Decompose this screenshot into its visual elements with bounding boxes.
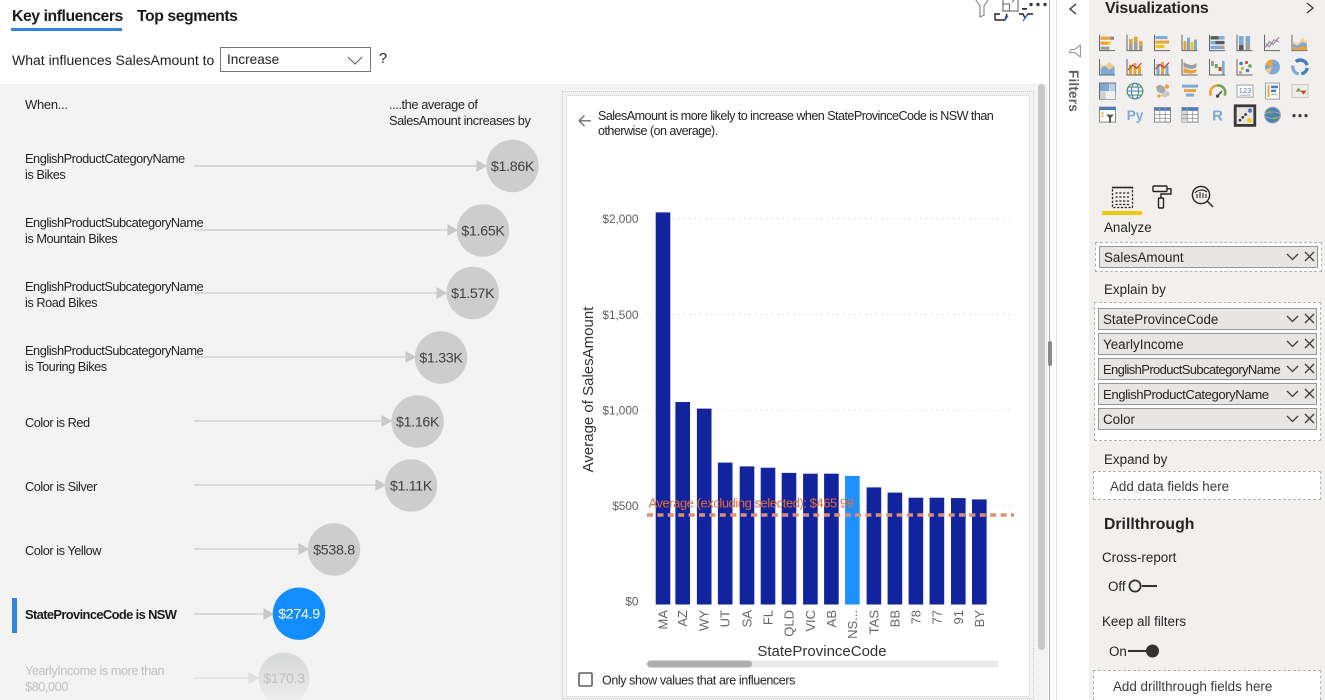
svg-text:UT: UT xyxy=(718,610,733,627)
svg-text:R: R xyxy=(1212,108,1223,125)
svg-text:Only show values that are infl: Only show values that are influencers xyxy=(602,674,795,688)
svg-text:QLD: QLD xyxy=(782,610,797,637)
svg-text:FL: FL xyxy=(761,610,776,625)
svg-text:$0: $0 xyxy=(625,595,639,609)
svg-text:NS...: NS... xyxy=(845,610,860,639)
svg-text:WY: WY xyxy=(697,610,712,631)
svg-text:TAS: TAS xyxy=(866,610,881,635)
svg-text:BY: BY xyxy=(972,610,987,628)
svg-text:VIC: VIC xyxy=(803,610,818,632)
svg-text:$2,000: $2,000 xyxy=(602,212,639,226)
svg-text:MA: MA xyxy=(656,610,671,630)
svg-text:$500: $500 xyxy=(612,499,639,513)
svg-text:$1,000: $1,000 xyxy=(602,403,639,417)
svg-text:$1.16K: $1.16K xyxy=(396,415,440,431)
svg-text:AB: AB xyxy=(824,610,839,627)
svg-text:Py: Py xyxy=(1127,108,1144,123)
svg-text:SA: SA xyxy=(740,610,755,628)
svg-text:$1,500: $1,500 xyxy=(602,308,639,322)
svg-text:StateProvinceCode: StateProvinceCode xyxy=(757,643,886,660)
svg-text:Average of SalesAmount: Average of SalesAmount xyxy=(580,306,597,472)
svg-text:$538.8: $538.8 xyxy=(313,543,355,559)
svg-text:$1.11K: $1.11K xyxy=(390,479,433,495)
svg-text:Average (excluding selected):: Average (excluding selected): $465.99 xyxy=(649,496,854,511)
svg-text:$274.9: $274.9 xyxy=(278,607,320,623)
svg-text:$170.3: $170.3 xyxy=(263,671,305,687)
svg-text:123: 123 xyxy=(1239,86,1252,95)
svg-text:AZ: AZ xyxy=(675,610,690,627)
svg-text:BB: BB xyxy=(887,610,902,627)
svg-text:78: 78 xyxy=(908,610,923,624)
svg-text:91: 91 xyxy=(951,610,966,624)
svg-text:$1.65K: $1.65K xyxy=(461,224,505,240)
svg-text:$1.57K: $1.57K xyxy=(451,286,495,302)
svg-text:77: 77 xyxy=(929,610,944,624)
svg-text:$1.86K: $1.86K xyxy=(491,159,535,175)
svg-text:$1.33K: $1.33K xyxy=(419,351,463,367)
